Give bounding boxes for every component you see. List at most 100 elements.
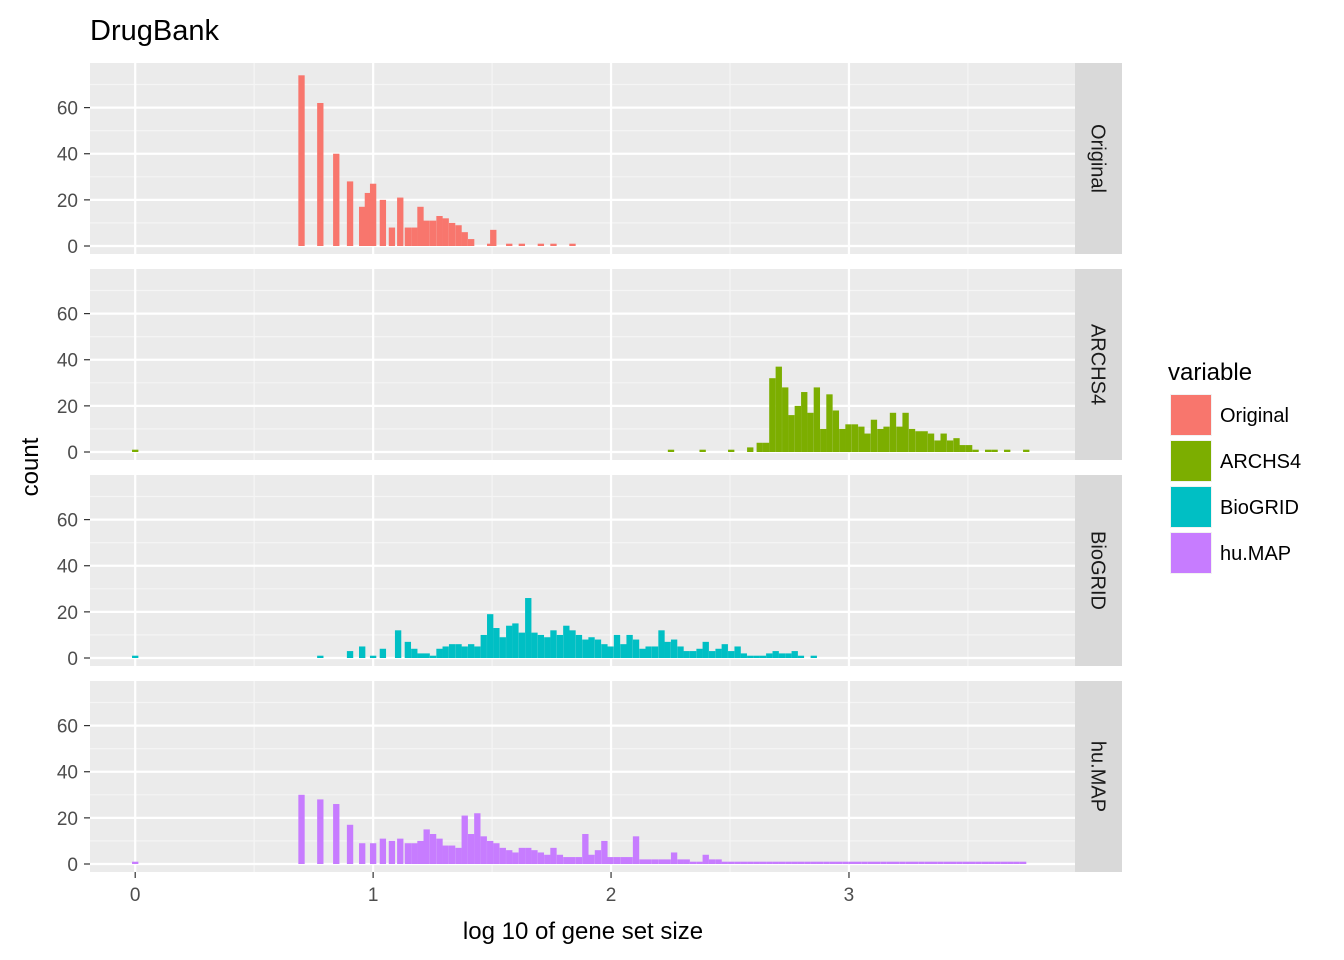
histogram-bar [759,861,767,864]
histogram-bar [298,794,305,864]
histogram-bar [721,861,728,864]
histogram-bar [810,655,817,658]
histogram-bar [379,838,387,864]
x-tick-label: 2 [606,885,617,906]
histogram-bar [369,843,377,864]
facet-strip [1075,475,1122,666]
histogram-bar [490,229,497,246]
histogram-bar [448,222,456,246]
histogram-bar [346,651,354,658]
histogram-bar [689,651,697,658]
y-tick-label: 20 [57,397,78,418]
histogram-bar [896,426,903,452]
histogram-bar [734,861,741,864]
histogram-bar [664,641,671,658]
facet-strip-label: ARCHS4 [1087,324,1109,405]
histogram-bar [455,644,462,658]
histogram-bar [537,243,545,246]
histogram-bar [632,836,640,864]
y-tick-label: 0 [67,855,78,876]
histogram-bar [442,646,449,658]
histogram-bar [613,634,621,658]
legend-key-swatch [1171,441,1211,481]
y-tick-label: 60 [57,511,78,532]
histogram-bar [369,183,377,246]
histogram-bar [969,861,976,864]
histogram-bar [940,433,947,452]
histogram-bar [359,206,366,246]
histogram-bar [594,639,602,658]
histogram-bar [972,449,979,452]
histogram-bar [651,859,659,864]
histogram-bar [797,861,805,864]
histogram-bar [423,829,430,864]
histogram-bar [411,648,418,658]
histogram-bar [474,813,481,864]
histogram-bar [544,637,551,658]
histogram-bar [918,861,925,864]
histogram-bar [423,653,430,658]
y-tick-label: 0 [67,443,78,464]
legend-label: BioGRID [1220,497,1299,519]
x-tick-label: 0 [130,885,141,906]
histogram-bar [854,861,862,864]
histogram-bar [975,861,982,864]
histogram-bar [924,861,932,864]
histogram-bar [550,630,557,658]
histogram-bar [531,850,538,864]
histogram-bar [950,861,957,864]
histogram-bar [512,852,519,864]
histogram-bar [563,857,570,864]
histogram-bar [791,861,798,864]
histogram-bar [620,857,627,864]
histogram-bar [569,857,576,864]
histogram-bar [902,412,909,452]
panel-background [90,475,1075,666]
histogram-bar [369,655,377,658]
histogram-bar [474,646,481,658]
histogram-bar [667,449,675,452]
histogram-bar [794,405,801,452]
histogram-bar [333,153,340,246]
y-tick-label: 40 [57,351,78,372]
y-tick-label: 0 [67,237,78,258]
histogram-bar [670,639,678,658]
histogram-bar [934,440,941,452]
x-tick-label: 1 [368,885,379,906]
histogram-bar [658,859,665,864]
histogram-bar [461,232,468,246]
histogram-bar [588,637,595,658]
y-tick-label: 20 [57,809,78,830]
histogram-bar [317,799,324,864]
histogram-bar [763,442,770,452]
histogram-bar [981,861,989,864]
y-axis-title: count [17,437,44,496]
x-axis: 0 1 2 3 [130,872,854,906]
histogram-bar [411,843,418,864]
facet-strip [1075,269,1122,460]
legend-key-swatch [1171,395,1211,435]
facet-strip-label: Original [1087,124,1109,193]
histogram-bar [772,651,779,658]
histogram-bar [845,424,852,452]
histogram-bar [499,847,506,864]
histogram-bar [397,197,404,246]
histogram-bar [467,239,475,246]
histogram-bar [988,861,995,864]
histogram-bar [715,859,722,864]
chart-title: DrugBank [90,15,219,47]
histogram-bar [582,834,589,864]
y-tick-label: 0 [67,649,78,670]
histogram-bar [908,428,916,452]
histogram-bar [518,243,525,246]
histogram-bar [404,641,412,658]
histogram-bar [889,412,897,452]
facet-strip-label: hu.MAP [1087,741,1109,812]
histogram-bar [1019,861,1027,864]
histogram-bar [756,442,763,452]
histogram-bar [696,861,703,864]
histogram-bar [423,220,430,246]
histogram-bar [728,861,735,864]
histogram-bar [683,859,690,864]
facet-panel-hu-map: 0 20 40 60 hu.MAP [57,681,1122,876]
